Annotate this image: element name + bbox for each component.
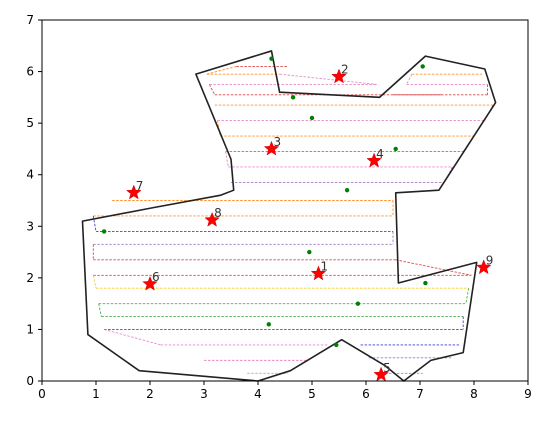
target-label: 6	[152, 270, 160, 284]
y-tick-label: 7	[26, 13, 34, 27]
waypoint-dot	[290, 95, 296, 100]
x-tick-label: 3	[200, 387, 208, 401]
boundary-polygon	[81, 50, 497, 382]
waypoint-dot	[307, 249, 312, 255]
x-tick-label: 1	[92, 387, 100, 401]
y-tick-label: 0	[26, 374, 34, 388]
waypoint-dot	[334, 342, 339, 348]
sweep-connector	[395, 259, 472, 276]
waypoint-dot	[266, 322, 271, 327]
target-star	[373, 366, 389, 382]
x-tick-label: 9	[524, 387, 532, 401]
x-tick-label: 0	[38, 387, 46, 401]
sweep-connector	[206, 65, 237, 75]
target-label: 9	[486, 254, 494, 268]
y-tick-label: 1	[26, 322, 34, 336]
target-label: 1	[320, 260, 328, 274]
waypoint-dot	[101, 229, 107, 234]
target-markers: 1 2 3 4 5 6 7 8 9	[126, 63, 494, 382]
sweep-connector	[406, 73, 413, 85]
target-star	[366, 152, 382, 168]
waypoint-dot	[344, 187, 350, 193]
target-star	[475, 259, 492, 275]
y-tick-label: 5	[26, 116, 34, 130]
waypoint-dot	[269, 56, 274, 61]
x-tick-label: 2	[146, 387, 154, 401]
target-label: 4	[376, 147, 384, 161]
target-label: 5	[383, 361, 391, 375]
sweep-connector	[103, 328, 161, 346]
y-tick-label: 3	[26, 219, 34, 233]
sweep-connector	[92, 215, 97, 232]
x-tick-label: 6	[362, 387, 370, 401]
sweep-connector	[92, 275, 97, 289]
target-star	[142, 275, 158, 291]
waypoint-dot	[423, 280, 428, 286]
region-boundary	[81, 50, 497, 382]
x-tick-label: 7	[416, 387, 424, 401]
x-tick-label: 8	[470, 387, 478, 401]
coverage-paths	[92, 65, 494, 374]
waypoint-dot	[393, 146, 398, 152]
sweep-connector	[465, 288, 470, 304]
target-star	[126, 184, 142, 200]
target-star	[204, 211, 220, 227]
target-label: 3	[274, 135, 282, 149]
y-tick-label: 6	[26, 65, 34, 79]
waypoint-dot	[355, 301, 361, 306]
target-label: 2	[341, 63, 349, 77]
waypoint-dot	[309, 115, 315, 121]
waypoint-markers	[101, 56, 428, 348]
target-label: 8	[214, 206, 222, 220]
y-tick-label: 2	[26, 271, 34, 285]
target-star	[310, 265, 327, 281]
sweep-connector	[225, 151, 229, 168]
x-tick-label: 5	[308, 387, 316, 401]
sweep-connector	[98, 303, 102, 317]
target-label: 7	[136, 179, 144, 193]
sweep-connector	[209, 84, 216, 95]
x-tick-label: 4	[254, 387, 262, 401]
waypoint-dot	[420, 64, 425, 69]
sweep-connector	[279, 73, 377, 85]
axes-frame	[41, 19, 529, 382]
target-star	[331, 68, 347, 84]
y-tick-label: 4	[26, 168, 34, 182]
target-star	[263, 140, 280, 156]
